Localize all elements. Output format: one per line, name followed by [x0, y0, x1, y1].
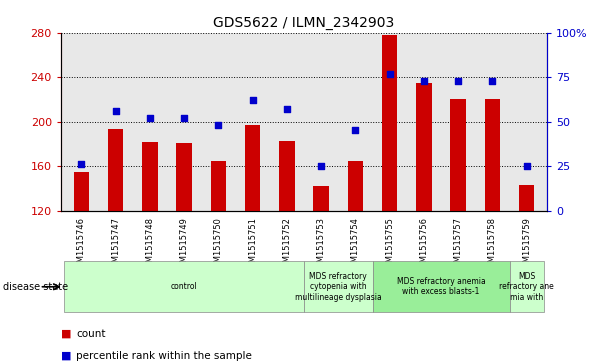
Text: MDS refractory anemia
with excess blasts-1: MDS refractory anemia with excess blasts… — [396, 277, 485, 297]
Text: ■: ■ — [61, 351, 71, 361]
Point — [316, 163, 326, 169]
Bar — [382, 35, 398, 211]
Point — [213, 122, 223, 128]
Point — [488, 78, 497, 83]
Point — [111, 108, 120, 114]
Bar — [74, 172, 89, 211]
Bar — [416, 83, 432, 211]
Point — [419, 78, 429, 83]
Point — [351, 128, 361, 134]
Bar — [519, 185, 534, 211]
Bar — [245, 125, 260, 211]
Bar — [485, 99, 500, 211]
Point — [282, 106, 292, 112]
Text: ■: ■ — [61, 329, 71, 339]
Bar — [176, 143, 192, 211]
Bar — [304, 261, 373, 312]
Bar — [313, 186, 329, 211]
Text: MDS refractory
cytopenia with
multilineage dysplasia: MDS refractory cytopenia with multilinea… — [295, 272, 382, 302]
Text: control: control — [171, 282, 198, 291]
Bar — [108, 129, 123, 211]
Point — [522, 163, 531, 169]
Text: percentile rank within the sample: percentile rank within the sample — [76, 351, 252, 361]
Bar — [279, 140, 295, 211]
Point — [145, 115, 154, 121]
Point — [179, 115, 189, 121]
Bar — [210, 160, 226, 211]
Bar — [142, 142, 157, 211]
Text: disease state: disease state — [3, 282, 68, 292]
Text: count: count — [76, 329, 106, 339]
Bar — [348, 160, 363, 211]
Point — [454, 78, 463, 83]
Bar — [373, 261, 510, 312]
Point — [77, 162, 86, 167]
Text: MDS
refractory ane
mia with: MDS refractory ane mia with — [499, 272, 554, 302]
Title: GDS5622 / ILMN_2342903: GDS5622 / ILMN_2342903 — [213, 16, 395, 30]
Bar — [510, 261, 544, 312]
Point — [385, 71, 395, 77]
Bar — [64, 261, 304, 312]
Bar — [451, 99, 466, 211]
Point — [247, 97, 257, 103]
